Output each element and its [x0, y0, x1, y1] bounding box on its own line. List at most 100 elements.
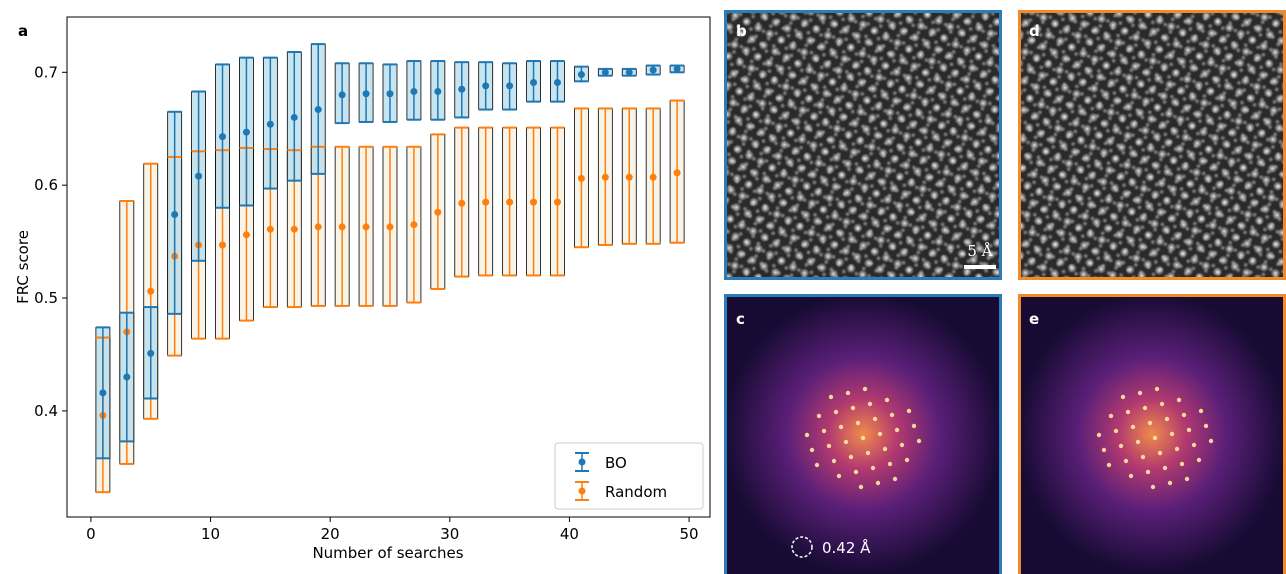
fft-spot [851, 406, 855, 410]
point [147, 288, 154, 295]
fft-spot [1126, 410, 1130, 414]
fft-spot [1124, 459, 1128, 463]
figure: a FRC score Number of searches 0.4 0.5 0.6… [0, 0, 1286, 574]
fft-spot [846, 391, 850, 395]
point [434, 88, 441, 95]
fft-spot [832, 459, 836, 463]
x-tick-label: 40 [560, 525, 579, 543]
point [339, 91, 346, 98]
fft-spot [859, 485, 863, 489]
fft-spot [1121, 395, 1125, 399]
panel-label: d [1029, 22, 1040, 40]
y-tick-label: 0.4 [34, 402, 58, 420]
point [530, 199, 537, 206]
fft-spot [878, 432, 882, 436]
fft-spot [1151, 485, 1155, 489]
x-tick-label: 10 [201, 525, 220, 543]
panel-label: b [736, 22, 747, 40]
fft-spot [893, 477, 897, 481]
x-tick-label: 50 [680, 525, 699, 543]
fft-spot [1163, 466, 1167, 470]
fft-spot [1204, 424, 1208, 428]
legend-label: Random [605, 483, 667, 501]
fft-spot [1138, 391, 1142, 395]
fft-spot [856, 421, 860, 425]
image-b [724, 10, 1002, 280]
point [243, 231, 250, 238]
y-tick-label: 0.7 [34, 63, 58, 81]
fft-spot [829, 395, 833, 399]
fft-spot [817, 414, 821, 418]
fft-spot [1119, 444, 1123, 448]
fft-spot [805, 433, 809, 437]
point [171, 211, 178, 218]
fft-spot [885, 398, 889, 402]
fft-spot [837, 474, 841, 478]
fft-spot [849, 455, 853, 459]
fft-spot [871, 466, 875, 470]
fft-spot [1143, 406, 1147, 410]
fft-spot [1160, 402, 1164, 406]
fft-spot [1155, 387, 1159, 391]
fft-spot [1187, 428, 1191, 432]
fft-spot [890, 413, 894, 417]
point [434, 209, 441, 216]
fft-spot [1148, 421, 1152, 425]
fft-spot [810, 448, 814, 452]
fft-spot [839, 425, 843, 429]
point [315, 106, 322, 113]
point [554, 79, 561, 86]
point [363, 223, 370, 230]
fft-spot [1170, 432, 1174, 436]
fft-spot [1192, 443, 1196, 447]
fft-spot [912, 424, 916, 428]
fft-spot [895, 428, 899, 432]
point [219, 133, 226, 140]
y-tick-label: 0.5 [34, 289, 58, 307]
fft-spot [883, 447, 887, 451]
point [554, 199, 561, 206]
point [123, 374, 130, 381]
point [482, 82, 489, 89]
point [219, 241, 226, 248]
fft-spot [1185, 477, 1189, 481]
point [506, 82, 513, 89]
y-axis-label: FRC score [14, 230, 32, 304]
fft-spot [815, 463, 819, 467]
fft-spot [1107, 463, 1111, 467]
fft-spot [834, 410, 838, 414]
x-axis-label: Number of searches [312, 544, 463, 562]
point [243, 129, 250, 136]
panel-label: e [1029, 310, 1039, 328]
legend-swatch [579, 459, 586, 466]
point [363, 90, 370, 97]
point [99, 389, 106, 396]
image-c [724, 294, 1002, 574]
point [650, 174, 657, 181]
fft-spot [1129, 474, 1133, 478]
fft-spot [876, 481, 880, 485]
panel-label: c [736, 310, 745, 328]
point [530, 79, 537, 86]
panel-label: a [18, 22, 28, 40]
x-tick-label: 20 [321, 525, 340, 543]
point [291, 226, 298, 233]
chart: a FRC score Number of searches 0.4 0.5 0.6… [14, 17, 710, 562]
point [674, 169, 681, 176]
fft-spot [1146, 470, 1150, 474]
fft-spot [1097, 433, 1101, 437]
point [147, 350, 154, 357]
fft-spot [827, 444, 831, 448]
fft-spot [888, 462, 892, 466]
legend-swatch [579, 488, 586, 495]
fft-spot [854, 470, 858, 474]
scale-bar [964, 265, 996, 269]
y-tick-label: 0.6 [34, 176, 58, 194]
fft-spot [1197, 458, 1201, 462]
x-tick-label: 30 [440, 525, 459, 543]
point [674, 65, 681, 72]
image-d [1018, 10, 1286, 280]
point [267, 121, 274, 128]
fft-spot [1165, 417, 1169, 421]
fft-spot [1180, 462, 1184, 466]
